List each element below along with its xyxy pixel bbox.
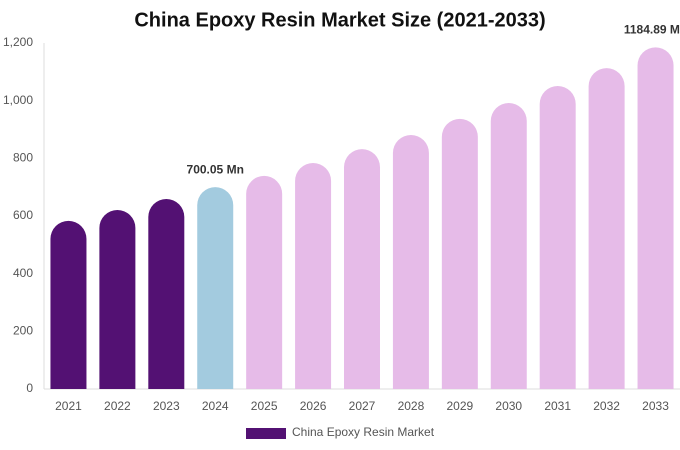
bar	[490, 102, 527, 390]
x-tick-label: 2026	[300, 399, 327, 413]
y-tick-label: 600	[13, 208, 33, 222]
value-label: 700.05 Mn	[187, 162, 244, 176]
x-tick-label: 2023	[153, 399, 180, 413]
y-tick-label: 200	[13, 324, 33, 338]
legend-swatch	[246, 428, 286, 439]
value-label: 1184.89 Mn	[624, 23, 680, 37]
bar	[246, 175, 283, 389]
x-tick-label: 2027	[349, 399, 376, 413]
bar	[50, 220, 87, 389]
legend-label: China Epoxy Resin Market	[292, 425, 435, 439]
bar	[441, 118, 478, 390]
x-tick-label: 2022	[104, 399, 131, 413]
x-tick-label: 2024	[202, 399, 229, 413]
y-tick-label: 1,200	[3, 35, 33, 49]
x-tick-label: 2029	[446, 399, 473, 413]
bar	[588, 68, 625, 390]
x-tick-label: 2021	[55, 399, 82, 413]
bar	[637, 47, 674, 389]
bar	[197, 187, 234, 389]
chart-title: China Epoxy Resin Market Size (2021-2033…	[134, 9, 545, 31]
y-tick-label: 800	[13, 151, 33, 165]
bar	[392, 134, 429, 389]
x-tick-label: 2032	[593, 399, 620, 413]
y-tick-label: 0	[26, 381, 33, 395]
y-tick-label: 1,000	[3, 93, 33, 107]
bar	[295, 162, 332, 389]
bar	[148, 198, 185, 389]
bar	[99, 209, 136, 389]
y-tick-label: 400	[13, 266, 33, 280]
x-tick-label: 2025	[251, 399, 278, 413]
x-tick-label: 2030	[495, 399, 522, 413]
bar	[539, 85, 576, 390]
x-tick-label: 2033	[642, 399, 669, 413]
x-tick-label: 2028	[398, 399, 425, 413]
bar	[344, 149, 380, 389]
x-tick-label: 2031	[544, 399, 571, 413]
